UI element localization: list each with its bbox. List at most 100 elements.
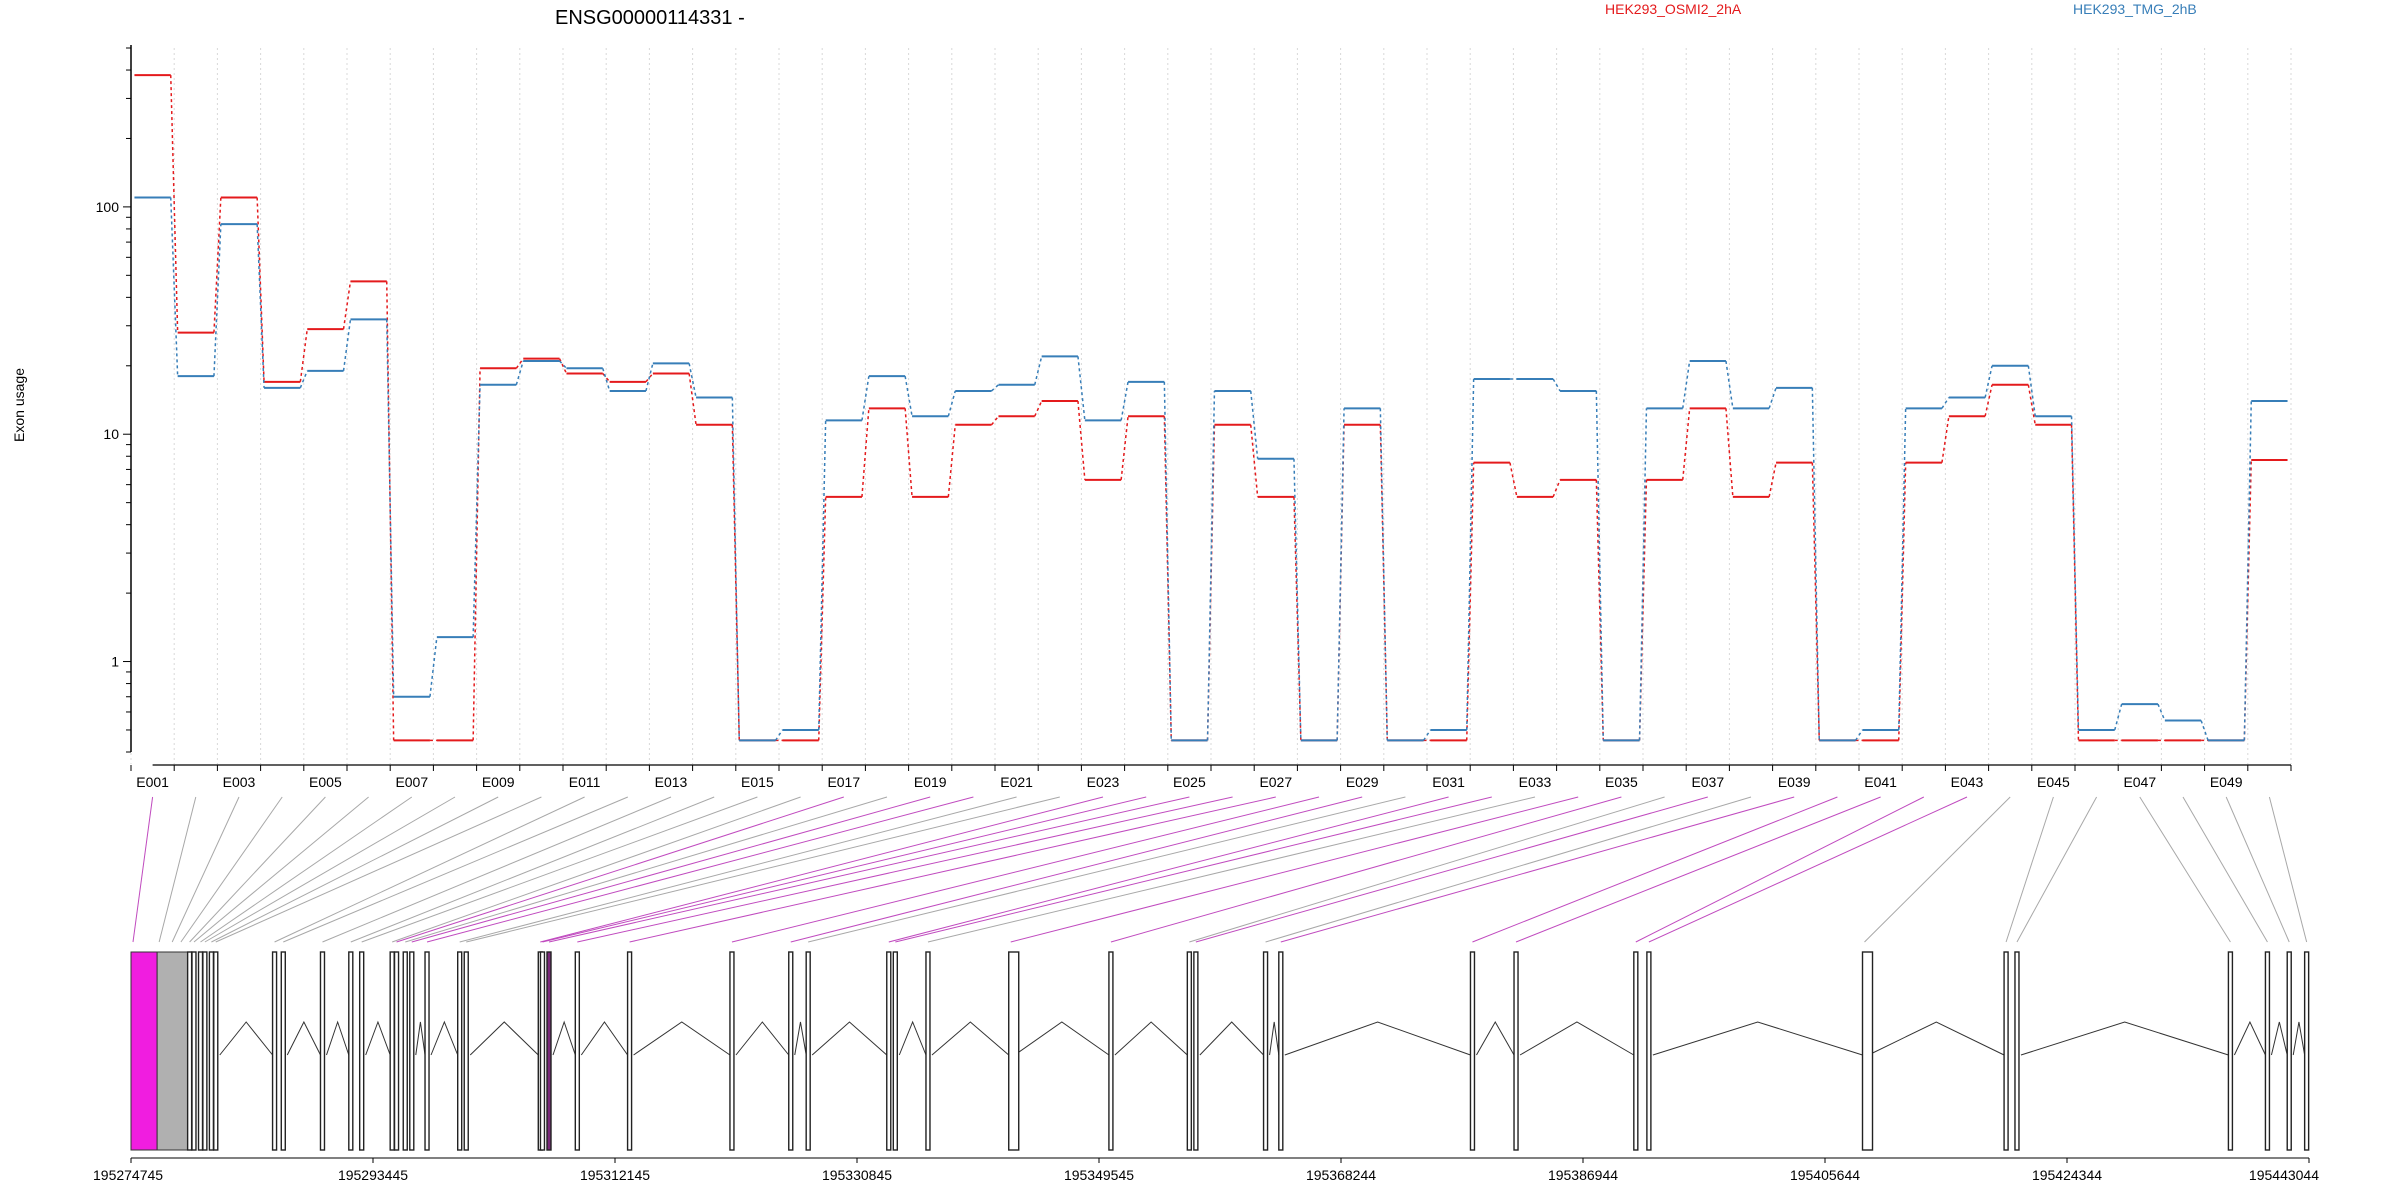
intron — [415, 1021, 426, 1056]
exon-connector-line — [1110, 796, 1622, 943]
series-2 — [134, 196, 2288, 742]
exon-connector — [1941, 416, 1950, 463]
x-tick-label: E003 — [223, 774, 256, 790]
x-tick-label: E037 — [1691, 774, 1724, 790]
x-tick-label: E013 — [655, 774, 688, 790]
exon-connector — [515, 360, 524, 385]
exon-connector-line — [1648, 796, 1968, 943]
exon-bar — [1008, 951, 1020, 1151]
exon-connector — [1725, 408, 1734, 497]
gene-axis-label: 195312145 — [580, 1167, 650, 1183]
exon-connector — [1120, 381, 1129, 421]
exon-connector-line — [396, 796, 844, 943]
exon-connector — [169, 75, 179, 333]
exon-connector — [558, 358, 568, 374]
intron — [2020, 1021, 2229, 1056]
exon-connector-line — [629, 796, 1276, 943]
x-axis: E001 E003 E005 E007 E009 E011 E013 E015 E017 E019… — [130, 764, 2292, 790]
vertical-gridlines — [130, 48, 2292, 764]
exon-connector — [904, 408, 913, 497]
exon-connector — [1465, 462, 1475, 741]
intron — [1014, 1021, 1110, 1056]
y-axis-label: Exon usage — [11, 368, 27, 442]
gene-axis-label: 195424344 — [2032, 1167, 2102, 1183]
exon-bar — [1646, 951, 1652, 1151]
exon-connector — [2243, 400, 2253, 741]
exon-bar — [213, 951, 219, 1151]
exon-bar — [186, 951, 193, 1151]
exon-connector — [472, 384, 481, 638]
intron — [365, 1020, 391, 1056]
intron-lines — [136, 1020, 2306, 1056]
exon-bar — [208, 951, 215, 1151]
exon-connector-line — [731, 796, 1320, 943]
intron — [430, 1020, 459, 1056]
exon-connector — [1077, 400, 1086, 480]
x-tick-label: E035 — [1605, 774, 1638, 790]
exon-connector — [2070, 424, 2080, 741]
exon-connector-line — [888, 796, 1449, 943]
exon-bar — [2303, 951, 2310, 1151]
exon-connector-line — [466, 796, 1060, 943]
exon-connector — [1811, 462, 1821, 741]
intron — [1114, 1021, 1188, 1056]
exon-bar — [574, 951, 581, 1151]
exon-connector-line — [808, 796, 1406, 943]
exon-connector — [1163, 416, 1173, 741]
x-tick-label: E019 — [914, 774, 947, 790]
exon-connector — [2157, 703, 2166, 721]
chart-title: ENSG00000114331 - — [555, 7, 745, 29]
exon-connector — [817, 420, 827, 730]
legend-series-1: HEK293_OSMI2_2hA — [1605, 1, 1742, 17]
intron — [326, 1020, 350, 1056]
x-tick-label: E033 — [1519, 774, 1552, 790]
exon-connector-line — [459, 796, 1017, 943]
x-tick-label: E041 — [1864, 774, 1897, 790]
gene-axis-label: 195368244 — [1306, 1167, 1376, 1183]
gene-axis-label: 195349545 — [1064, 1167, 1134, 1183]
exon-bar — [424, 951, 430, 1151]
exon-connector-line — [411, 796, 931, 943]
exon-bar — [788, 951, 794, 1151]
exon-connector — [2114, 703, 2123, 731]
x-tick-label: E045 — [2037, 774, 2070, 790]
exon-bar — [2286, 951, 2292, 1151]
intron — [1519, 1021, 1635, 1056]
exon-connector — [731, 424, 741, 741]
x-tick-label: E027 — [1259, 774, 1292, 790]
x-tick-label: E009 — [482, 774, 515, 790]
x-tick-label: E031 — [1432, 774, 1465, 790]
exon-connector-line — [215, 796, 542, 943]
gene-axis-label: 195386944 — [1548, 1167, 1618, 1183]
exon-bar — [389, 951, 395, 1151]
x-tick-label: E005 — [309, 774, 342, 790]
exon-bar — [202, 951, 208, 1151]
exon-bar — [1861, 951, 1874, 1151]
exon-connectors — [132, 796, 2308, 943]
exon-connector — [1034, 400, 1043, 417]
exon-connector — [472, 368, 481, 741]
exon-connector — [1293, 458, 1302, 741]
exon-connector-line — [426, 796, 974, 943]
exon-connector — [213, 224, 222, 377]
y-axis: 100 10 1 — [96, 45, 132, 753]
intron — [552, 1020, 576, 1056]
exon-connector — [2027, 384, 2036, 425]
exon-bar — [805, 951, 811, 1151]
exon-connector — [385, 319, 395, 697]
exon-connector — [1249, 390, 1259, 459]
exon-connector — [1595, 390, 1605, 741]
y-tick-label: 1 — [111, 654, 119, 670]
intron — [735, 1021, 790, 1056]
exon-bar — [1193, 951, 1199, 1151]
series-lines — [134, 74, 2288, 742]
exon-connector-line — [392, 796, 801, 943]
exon-highlight-block — [130, 951, 158, 1151]
intron — [286, 1020, 321, 1056]
exon-bar — [2003, 951, 2009, 1151]
exon-connector — [1249, 424, 1259, 497]
exon-connector-line — [274, 796, 585, 943]
x-tick-label: E023 — [1087, 774, 1120, 790]
exon-connector — [861, 408, 870, 497]
exon-connector — [385, 281, 395, 741]
